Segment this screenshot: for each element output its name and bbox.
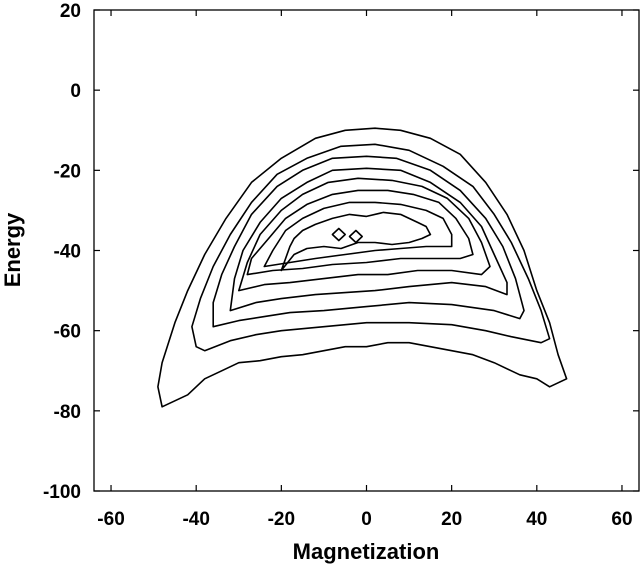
contour-line-8: [280, 211, 432, 272]
y-tick-label: -60: [54, 322, 81, 343]
x-tick-label: 20: [441, 509, 462, 530]
y-tick-label: -20: [54, 161, 81, 182]
y-tick-label: -80: [54, 402, 81, 423]
y-tick-label: -100: [43, 482, 81, 503]
y-axis-title: Energy: [0, 212, 25, 287]
contour-line-10: [348, 229, 363, 244]
y-tick-label: -40: [54, 242, 81, 263]
plot-frame: [93, 9, 640, 492]
contour-line-1: [157, 127, 568, 408]
x-tick-label: 40: [526, 509, 547, 530]
x-tick-label: -60: [97, 509, 124, 530]
y-tick-label: 20: [60, 1, 81, 22]
contour-lines: [157, 127, 568, 408]
x-axis-title: Magnetization: [293, 539, 440, 564]
contour-line-6: [246, 189, 474, 276]
x-tick-label: -20: [268, 509, 295, 530]
contour-line-4: [229, 167, 508, 312]
contour-line-9: [331, 227, 346, 242]
axis-ticks: [94, 9, 639, 492]
y-tick-label: 0: [70, 81, 81, 102]
contour-line-7: [263, 201, 453, 268]
x-tick-label: -40: [182, 509, 209, 530]
contour-line-3: [212, 155, 525, 328]
x-tick-label: 0: [361, 509, 372, 530]
x-tick-label: 60: [611, 509, 632, 530]
contour-line-2: [191, 143, 551, 352]
contour-line-5: [238, 177, 491, 292]
tick-labels: -60 -40 -20 0 20 40 60 20 0 -20 -40 -60 -80 -100: [43, 1, 633, 530]
